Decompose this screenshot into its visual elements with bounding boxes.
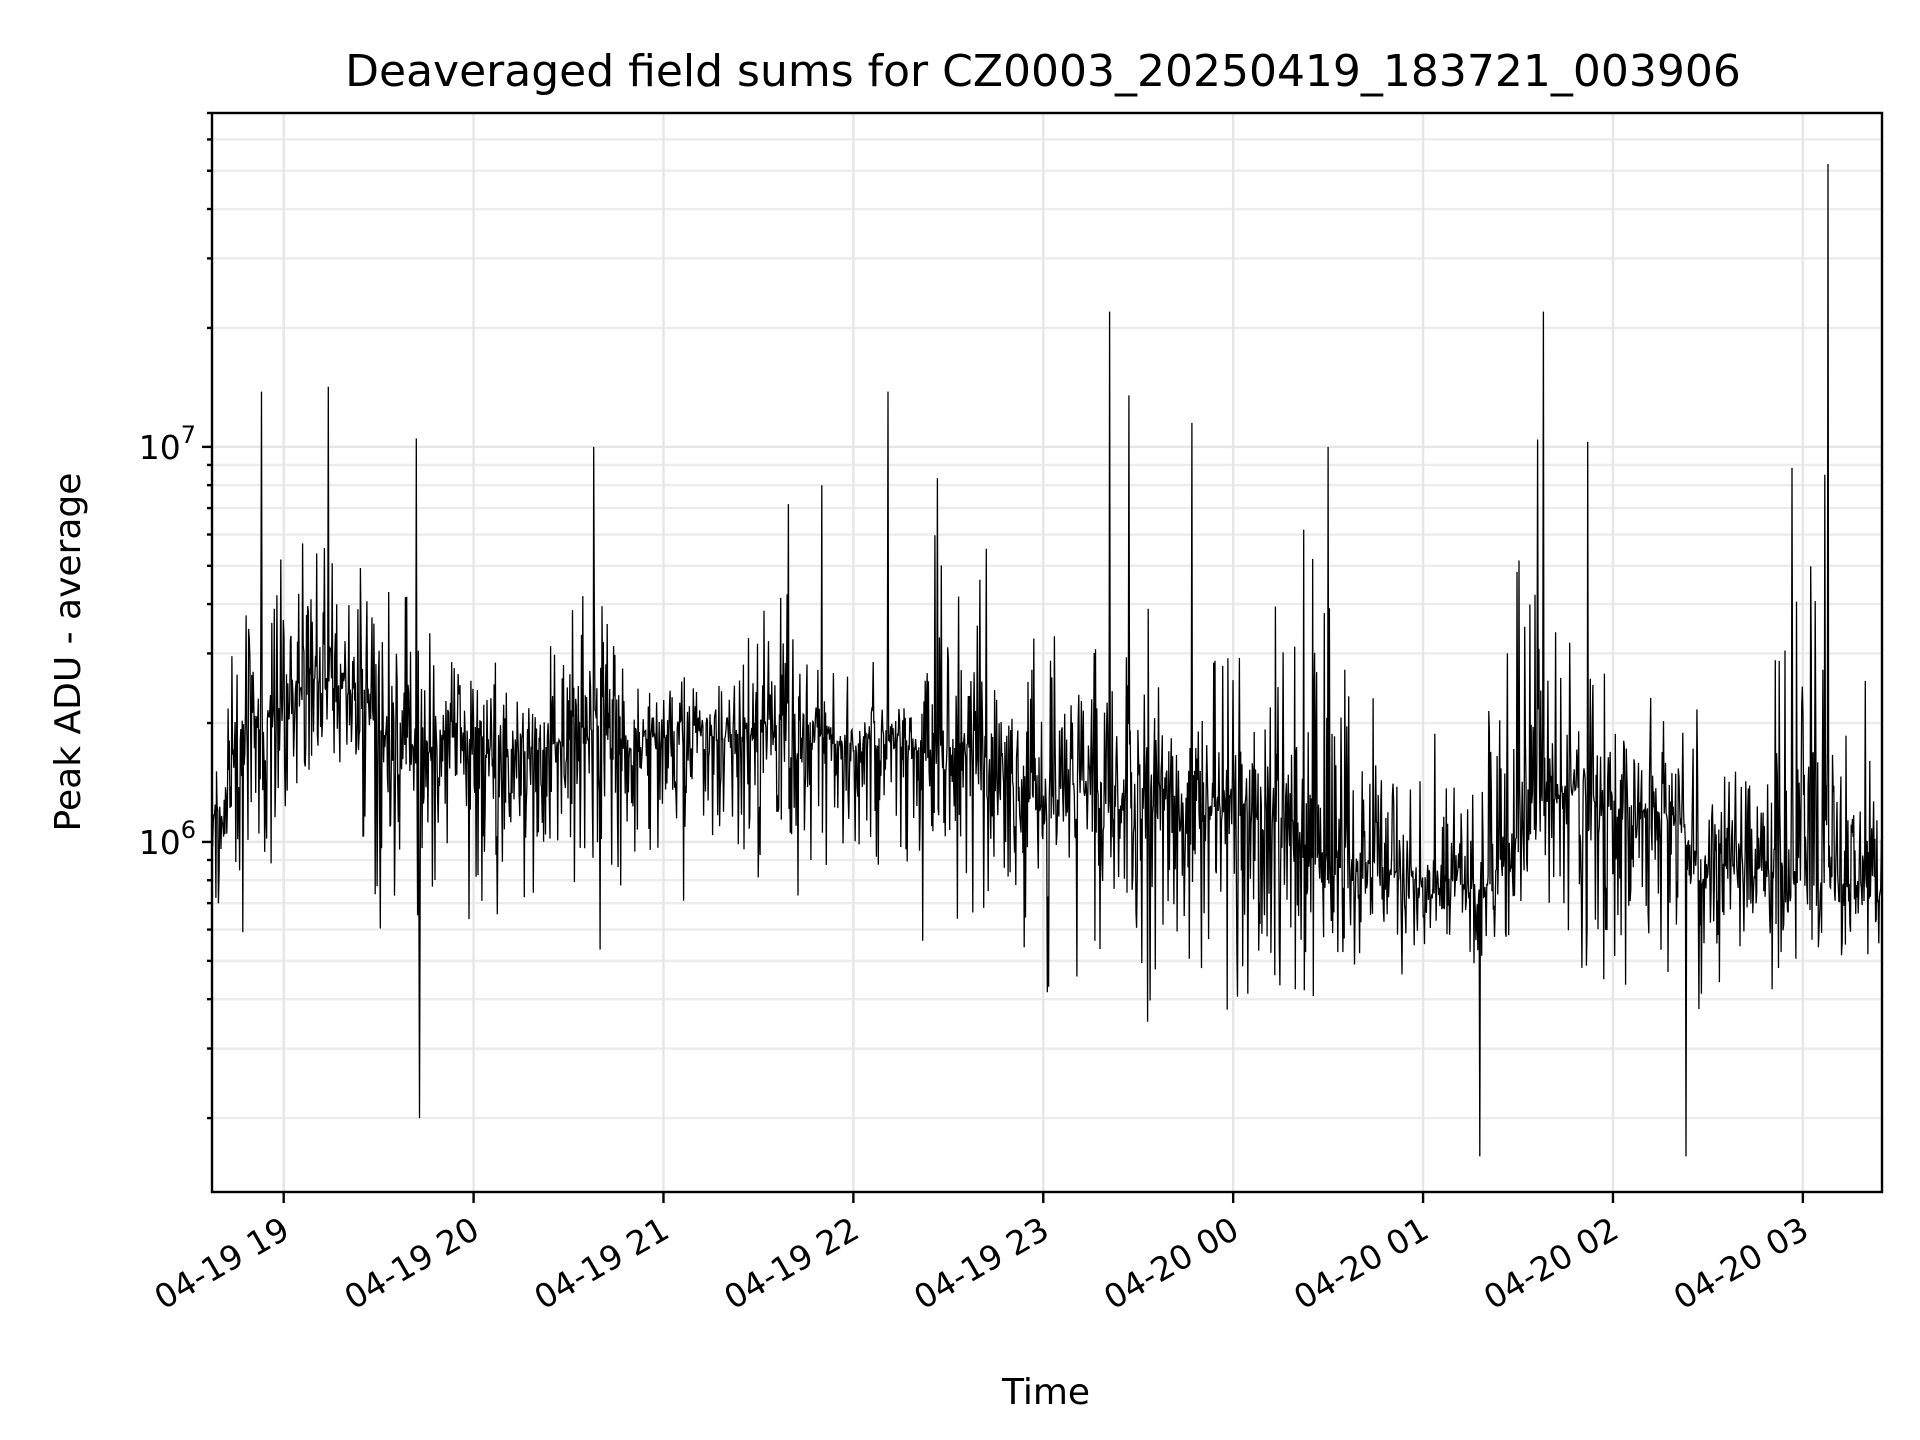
- y-tick-label-base: 10: [139, 823, 181, 862]
- y-tick-label-exponent: 6: [181, 816, 196, 844]
- y-tick-label-exponent: 7: [181, 421, 196, 449]
- series-group: [211, 163, 1883, 1157]
- series-line: [211, 163, 1883, 1157]
- chart-title: Deaveraged field sums for CZ0003_2025041…: [345, 46, 1741, 97]
- y-tick-label-base: 10: [139, 428, 181, 467]
- x-axis-label: Time: [1001, 1372, 1090, 1413]
- y-axis-label: Peak ADU - average: [48, 473, 89, 832]
- y-tick-label: 107: [139, 421, 196, 467]
- y-tick-label: 106: [139, 816, 196, 862]
- grid: [212, 111, 1882, 1192]
